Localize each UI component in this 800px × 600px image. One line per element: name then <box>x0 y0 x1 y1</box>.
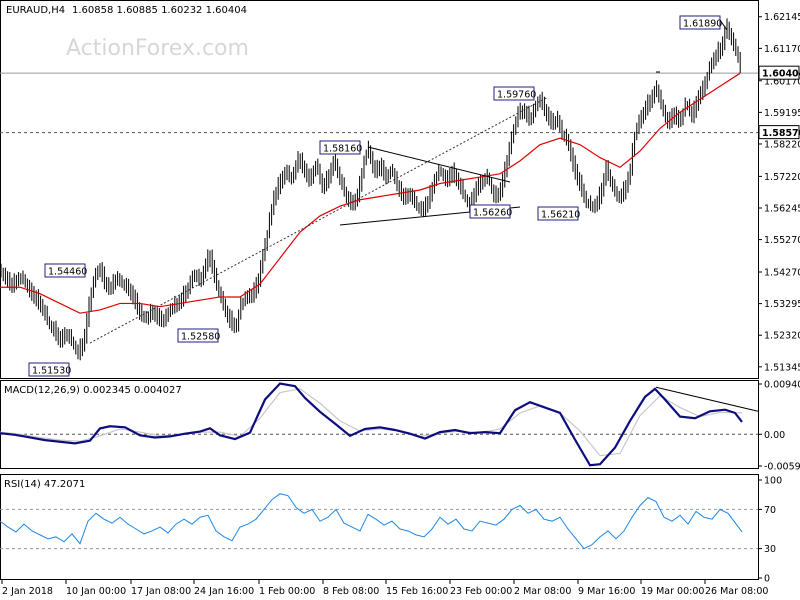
moving-average-line <box>0 72 741 314</box>
price-annotation-box <box>28 362 70 377</box>
price-annotation-label: 1.52580 <box>181 332 220 343</box>
wedge-top-line <box>367 146 511 183</box>
price-tick-label: 1.51345 <box>764 362 800 373</box>
price-bars <box>0 18 741 361</box>
price-tick-label: 1.55270 <box>764 235 800 246</box>
moving-average <box>0 72 741 314</box>
macd-title: MACD(12,26,9) 0.002345 0.004027 <box>4 385 182 396</box>
price-guide-lines <box>0 72 758 134</box>
price-tick-label: 1.52320 <box>764 331 800 342</box>
time-tick-label: 15 Feb 16:00 <box>386 586 448 597</box>
time-tick-label: 2 Jan 2018 <box>2 586 53 597</box>
time-tick-label: 26 Mar 08:00 <box>705 586 768 597</box>
price-tick-label: 1.58220 <box>764 139 800 150</box>
current-price-tag <box>758 65 800 80</box>
price-tick-label: 1.59195 <box>764 108 800 119</box>
rsi-line <box>0 493 743 550</box>
macd-tick-label: 0.009407 <box>764 380 800 391</box>
price-annotation-box <box>177 328 219 343</box>
macd-line <box>0 382 743 467</box>
chart-ohlc: 1.60858 1.60885 1.60232 1.60404 <box>72 5 247 16</box>
price-axis: 1.62145 1.61170 1.60170 1.59195 1.58220 1.572… <box>758 12 800 373</box>
rsi-title: RSI(14) 47.2071 <box>4 479 85 490</box>
time-tick-label: 10 Jan 00:00 <box>66 586 126 597</box>
price-annotation-label: 1.58160 <box>323 144 362 155</box>
time-tick-label: 19 Mar 00:00 <box>641 586 704 597</box>
price-tick-label: 1.60170 <box>764 76 800 87</box>
time-tick-label: 17 Jan 08:00 <box>131 586 191 597</box>
macd-panel-frame <box>0 380 759 469</box>
price-annotation-label: 1.51530 <box>32 366 71 377</box>
time-tick-label: 2 Mar 08:00 <box>514 586 571 597</box>
price-tick-label: 1.62145 <box>764 12 800 23</box>
price-tick-label: 1.61170 <box>764 44 800 55</box>
rsi-tick-label: 0 <box>764 574 770 585</box>
rsi-tick-label: 100 <box>764 476 782 487</box>
top-connector <box>719 19 728 31</box>
watermark: ActionForex.com <box>66 36 249 61</box>
price-panel-frame <box>0 0 759 379</box>
chart-symbol: EURAUD,H4 <box>6 5 65 16</box>
price-tick-label: 1.56245 <box>764 203 800 214</box>
rsi-axis: 100 70 30 0 <box>758 476 782 585</box>
time-tick-label: 24 Jan 16:00 <box>194 586 254 597</box>
macd-plot <box>0 382 759 467</box>
macd-divergence-line <box>655 386 759 412</box>
current-price-tag-label: 1.60404 <box>762 69 800 80</box>
rsi-tick-label: 70 <box>764 505 776 516</box>
macd-signal-line <box>0 388 743 457</box>
macd-tick-label: 0.00 <box>764 430 785 441</box>
price-annotation-label: 1.61890 <box>683 19 722 30</box>
price-annotation-box <box>679 15 721 30</box>
time-tick-label: 1 Feb 00:00 <box>259 586 315 597</box>
price-annotation-box <box>493 86 535 101</box>
price-annotation-box <box>537 206 579 221</box>
time-tick-label: 9 Mar 16:00 <box>578 586 635 597</box>
price-annotation-box <box>319 140 361 155</box>
price-annotation-label: 1.59760 <box>497 90 536 101</box>
time-axis: 2 Jan 2018 10 Jan 00:00 17 Jan 08:00 24 Jan… <box>1 580 768 597</box>
price-annotation-label: 1.54460 <box>48 267 87 278</box>
price-annotation-label: 1.56260 <box>473 208 512 219</box>
rsi-panel-frame <box>0 474 759 580</box>
price-annotation-box <box>44 263 86 278</box>
channel-trendline <box>89 96 549 344</box>
level-tag <box>758 125 800 140</box>
time-tick-label: 23 Feb 00:00 <box>450 586 512 597</box>
price-tick-label: 1.57220 <box>764 172 800 183</box>
price-tick-label: 1.54270 <box>764 268 800 279</box>
price-annotation-label: 1.56210 <box>541 210 580 221</box>
rsi-tick-label: 30 <box>764 544 776 555</box>
macd-axis: 0.009407 0.00 -0.00594 <box>758 380 800 473</box>
price-tick-label: 1.53295 <box>764 299 800 310</box>
macd-tick-label: -0.00594 <box>764 462 800 473</box>
price-annotation-box <box>469 204 511 219</box>
time-tick-label: 8 Feb 08:00 <box>323 586 379 597</box>
price-annotations: 1.61890 1.59760 1.58160 1.56260 1.56210 1.544… <box>28 15 722 377</box>
rsi-plot <box>0 493 758 550</box>
